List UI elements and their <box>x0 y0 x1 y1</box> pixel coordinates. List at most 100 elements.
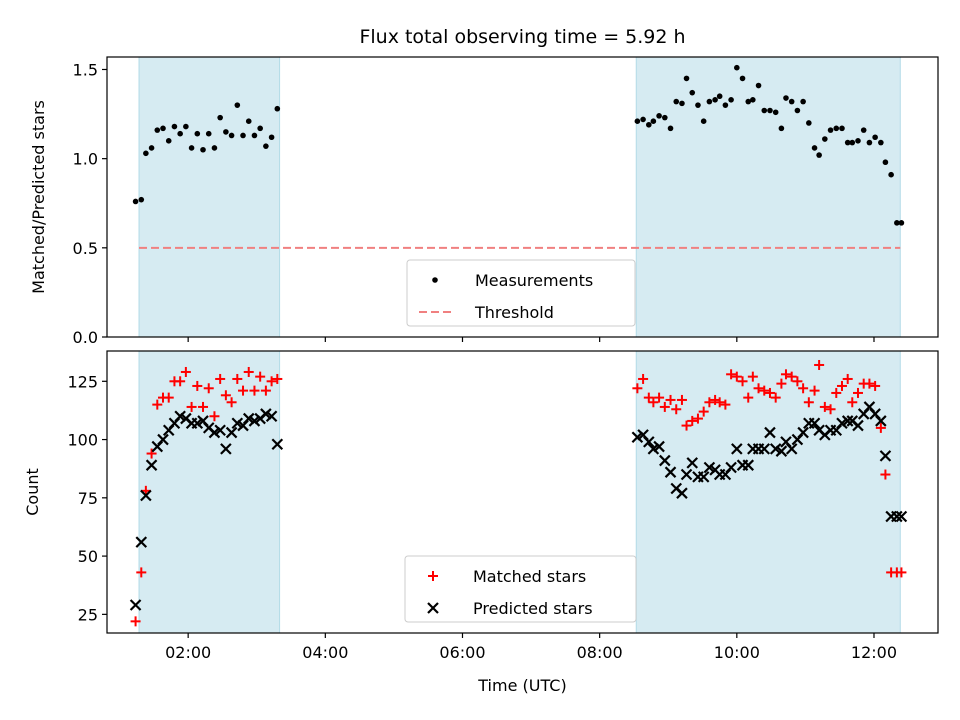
matched-star-point <box>260 385 271 396</box>
cross-stroke <box>145 459 158 471</box>
matched-star-point <box>654 392 665 403</box>
legend-entry-label: Matched stars <box>473 567 586 586</box>
cross-stroke <box>895 510 908 523</box>
measurement-point <box>143 150 149 157</box>
measurement-point <box>783 95 789 101</box>
cross-stroke <box>813 424 825 437</box>
measurement-point <box>205 130 212 137</box>
matched-star-point <box>130 616 141 627</box>
measurement-point <box>816 152 822 158</box>
measurement-point <box>794 107 801 114</box>
matched-star-point <box>836 380 847 391</box>
measurement-point <box>177 130 183 137</box>
matched-star-point <box>786 371 797 382</box>
matched-star-point <box>710 394 721 405</box>
matched-star-point <box>698 406 709 417</box>
measurement-point <box>811 145 818 151</box>
predicted-star-point <box>686 457 699 469</box>
x-tick-label: 04:00 <box>302 643 348 662</box>
matched-star-point <box>659 401 670 412</box>
legend-box <box>404 555 637 623</box>
predicted-star-point <box>875 415 887 427</box>
cross-stroke <box>731 443 743 455</box>
cross-stroke <box>157 433 169 446</box>
matched-star-point <box>215 373 226 384</box>
cross-stroke <box>797 426 809 439</box>
measurement-point <box>634 118 641 125</box>
matched-star-point <box>198 401 209 412</box>
cross-stroke <box>725 461 737 474</box>
measurement-point <box>240 132 246 139</box>
measurement-point <box>872 134 878 141</box>
matched-star-point <box>880 469 891 480</box>
cross-stroke <box>703 461 716 474</box>
matched-star-point <box>770 392 781 403</box>
cross-stroke <box>129 599 142 611</box>
cross-stroke <box>653 440 665 453</box>
measurement-point <box>712 97 718 103</box>
measurement-point <box>274 105 281 112</box>
predicted-star-point <box>852 419 864 432</box>
y-tick-label: 75 <box>78 489 98 508</box>
bottom-axes-frame <box>106 350 939 634</box>
matched-star-point <box>798 383 809 394</box>
cross-stroke <box>785 443 798 455</box>
predicted-star-point <box>731 443 743 455</box>
predicted-star-point <box>758 443 771 455</box>
matched-star-point <box>870 380 881 391</box>
matched-star-point <box>875 422 886 433</box>
predicted-star-point <box>808 417 821 430</box>
predicted-star-point <box>220 443 232 455</box>
measurement-point <box>788 98 795 105</box>
predicted-star-point <box>785 443 798 455</box>
predicted-star-point <box>664 466 677 478</box>
cross-stroke <box>780 436 792 448</box>
matched-star-point <box>249 385 260 396</box>
chart-title: Flux total observing time = 5.92 h <box>359 26 685 48</box>
measurement-point <box>755 82 762 89</box>
cross-stroke <box>775 445 788 457</box>
predicted-star-point <box>895 510 908 523</box>
y-tick-label: 0.0 <box>73 328 98 347</box>
cross-stroke <box>769 443 782 455</box>
matched-star-point <box>720 399 731 410</box>
measurement-point <box>165 138 172 144</box>
measurement-point <box>257 125 263 132</box>
measurement-point <box>683 75 690 82</box>
matched-star-point <box>864 378 875 389</box>
bottom-y-axis-label: Count <box>23 468 42 516</box>
measurement-point <box>245 118 252 125</box>
matched-star-point <box>152 399 163 410</box>
measurement-point <box>800 98 806 105</box>
y-tick-label: 100 <box>67 431 98 450</box>
matched-star-point <box>704 397 715 408</box>
measurement-point <box>148 145 155 151</box>
measurement-point <box>888 171 894 178</box>
measurement-point <box>211 145 218 151</box>
cross-stroke <box>643 436 655 448</box>
measurement-point <box>200 146 206 153</box>
measurement-point <box>188 145 195 151</box>
cross-stroke <box>697 471 710 483</box>
matched-star-point <box>896 567 907 578</box>
bottom-panel: 25 50 75 100 125 02:00 04:00 06:00 08:00 10:00 12… <box>23 350 939 695</box>
cross-stroke <box>197 415 209 427</box>
measurement-point <box>263 143 269 149</box>
matched-star-point <box>842 373 853 384</box>
matched-star-point <box>163 392 174 403</box>
cross-stroke <box>180 412 192 425</box>
measurement-point <box>251 132 258 139</box>
matched-star-point <box>803 397 814 408</box>
measurement-point <box>866 139 873 146</box>
cross-stroke <box>764 426 776 439</box>
predicted-star-point <box>643 436 655 448</box>
measurement-point <box>656 113 662 119</box>
measurement-point <box>154 127 161 133</box>
measurement-point <box>228 132 235 139</box>
matched-star-point <box>255 371 266 382</box>
top-legend: Measurements Threshold <box>406 259 636 327</box>
measurement-point <box>878 139 884 146</box>
matched-star-point <box>243 366 254 377</box>
predicted-star-point <box>879 450 892 462</box>
